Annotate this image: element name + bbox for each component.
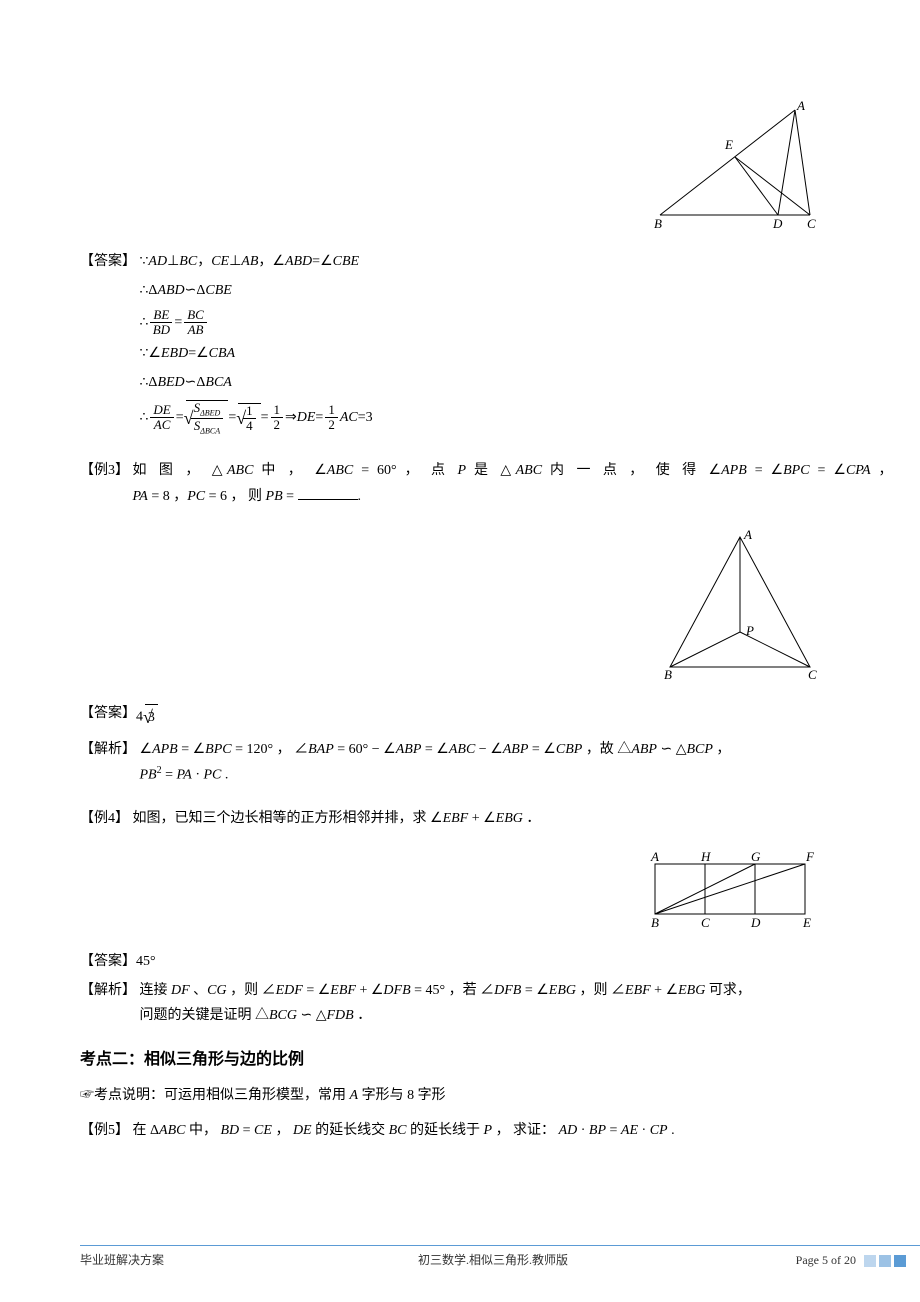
answer-4-section: 【答案】45° bbox=[80, 949, 840, 974]
fig2-label-A: A bbox=[743, 527, 752, 542]
answer-3-section: 【答案】4√3 bbox=[80, 701, 840, 733]
example-4-section: 【例4】 如图，已知三个边长相等的正方形相邻并排，求 ∠EBF + ∠EBG ． bbox=[80, 806, 840, 831]
analysis-3-section: 【解析】 ∠APB = ∠BPC = 120° ， ∠BAP = 60° − ∠… bbox=[80, 737, 840, 788]
answer-1-section: 【答案】 ∵ AD ⊥ BC ， CE ⊥ AB ， ∠ABD = ∠CBE ∴… bbox=[80, 249, 840, 440]
footer-box-3 bbox=[894, 1255, 906, 1267]
figure-2-svg: A P B C bbox=[660, 527, 820, 682]
example-3-content: 如 图 ， △ABC 中 ， ∠ABC = 60° ， 点 P 是 △ABC 内… bbox=[133, 458, 833, 508]
fig2-label-B: B bbox=[664, 667, 672, 682]
figure-1-container: A E B D C bbox=[80, 100, 840, 239]
answer-4-label: 【答案】 bbox=[80, 949, 136, 974]
answer-1-label: 【答案】 bbox=[80, 249, 136, 274]
footer-box-2 bbox=[879, 1255, 891, 1267]
example-4-label: 【例4】 bbox=[80, 806, 129, 831]
footer-right: Page 5 of 20 bbox=[631, 1250, 920, 1272]
example-3-label: 【例3】 bbox=[80, 458, 129, 483]
fig3-label-C: C bbox=[701, 915, 710, 929]
analysis-3-content: ∠APB = ∠BPC = 120° ， ∠BAP = 60° − ∠ABP =… bbox=[140, 737, 731, 788]
figure-2-container: A P B C bbox=[80, 527, 840, 691]
analysis-4-content: 连接 DF 、CG ，则 ∠EDF = ∠EBF + ∠DFB = 45° ，若… bbox=[140, 978, 751, 1028]
fig1-label-A: A bbox=[796, 100, 805, 113]
fig1-label-E: E bbox=[724, 137, 733, 152]
fig3-label-B: B bbox=[651, 915, 659, 929]
figure-1-svg: A E B D C bbox=[650, 100, 820, 230]
fig3-label-G: G bbox=[751, 849, 761, 864]
example-3-section: 【例3】 如 图 ， △ABC 中 ， ∠ABC = 60° ， 点 P 是 △… bbox=[80, 458, 840, 508]
footer-box-1 bbox=[864, 1255, 876, 1267]
fig2-label-P: P bbox=[745, 623, 754, 638]
fig3-label-A: A bbox=[650, 849, 659, 864]
fig1-label-B: B bbox=[654, 216, 662, 230]
figure-3-container: A H G F B C D E bbox=[80, 849, 840, 938]
page-footer: 毕业班解决方案 初三数学.相似三角形.教师版 Page 5 of 20 bbox=[80, 1245, 920, 1272]
analysis-4-section: 【解析】 连接 DF 、CG ，则 ∠EDF = ∠EBF + ∠DFB = 4… bbox=[80, 978, 840, 1028]
blank-fill-input bbox=[298, 486, 358, 500]
fig3-label-E: E bbox=[802, 915, 811, 929]
fig2-label-C: C bbox=[808, 667, 817, 682]
fig3-label-F: F bbox=[805, 849, 815, 864]
footer-center: 初三数学.相似三角形.教师版 bbox=[355, 1250, 630, 1272]
answer-1-content: ∵ AD ⊥ BC ， CE ⊥ AB ， ∠ABD = ∠CBE ∴ ΔABD… bbox=[140, 249, 373, 440]
analysis-3-label: 【解析】 bbox=[80, 737, 136, 762]
heading-kaodian-2: 考点二：相似三角形与边的比例 bbox=[80, 1046, 840, 1075]
example-5-section: 【例5】 在 ΔABC 中， BD = CE ， DE 的延长线交 BC 的延长… bbox=[80, 1118, 840, 1143]
answer-3-label: 【答案】 bbox=[80, 701, 136, 726]
kaodian-note: ☞考点说明：可运用相似三角形模型，常用 A 字形与 8 字形 bbox=[80, 1083, 840, 1108]
fig3-label-H: H bbox=[700, 849, 711, 864]
fig3-label-D: D bbox=[750, 915, 761, 929]
fig1-label-C: C bbox=[807, 216, 816, 230]
example-5-label: 【例5】 bbox=[80, 1118, 129, 1143]
analysis-4-label: 【解析】 bbox=[80, 978, 136, 1003]
footer-left: 毕业班解决方案 bbox=[80, 1250, 355, 1272]
fig1-label-D: D bbox=[772, 216, 783, 230]
figure-3-svg: A H G F B C D E bbox=[640, 849, 830, 929]
